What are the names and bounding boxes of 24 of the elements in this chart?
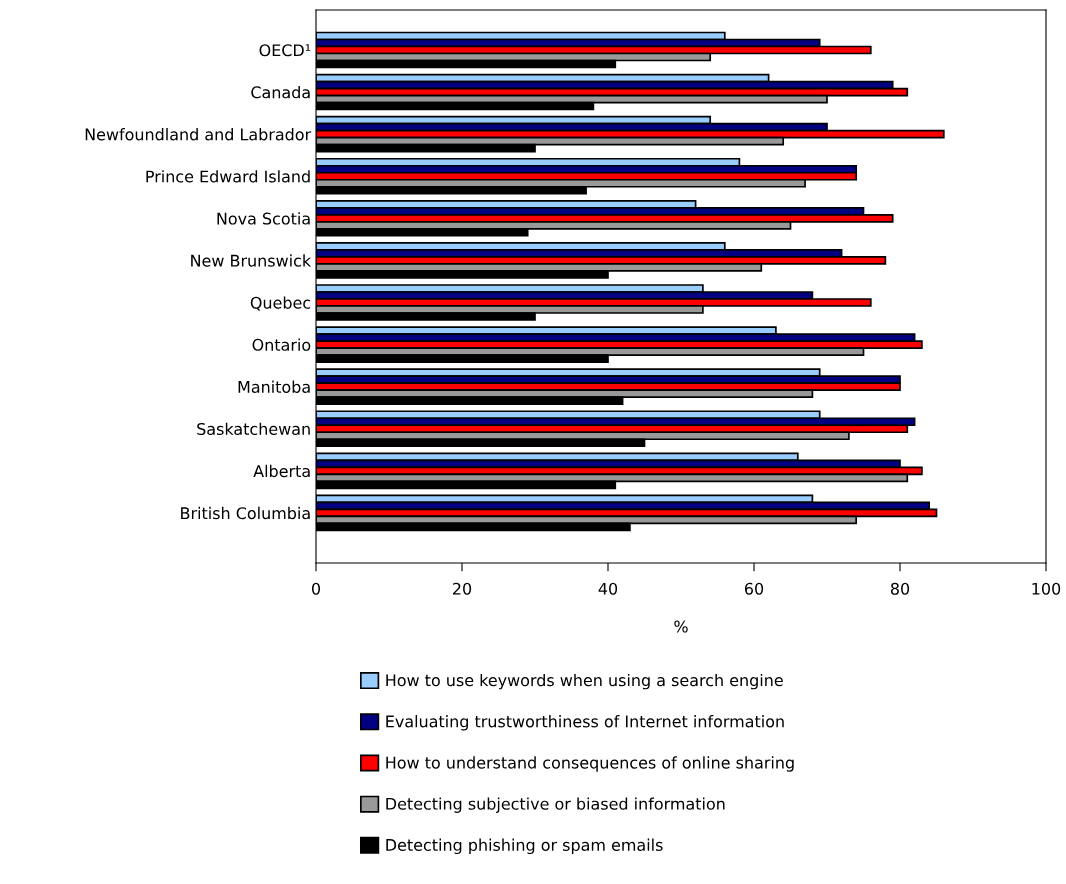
y-tick-label: Quebec — [250, 296, 311, 311]
y-tick-label: Alberta — [253, 464, 310, 478]
y-tick-label: Manitoba — [238, 380, 310, 393]
legend-label: How to use keywords when using a search engine — [386, 673, 783, 690]
y-tick-label: Saskatchewan — [197, 422, 310, 436]
legend-label: Evaluating trustworthiness of Internet information — [386, 715, 784, 731]
legend-label: How to understand consequences of online sharing — [386, 756, 794, 772]
x-tick-label: 100 — [1032, 582, 1061, 595]
legend-label: Detecting phishing or spam emails — [386, 838, 663, 855]
y-tick-label: British Columbia — [181, 506, 310, 520]
legend-label: Detecting subjective or biased information — [386, 797, 725, 813]
y-tick-label: OECD¹ — [259, 44, 311, 57]
x-tick-label: 0 — [311, 582, 321, 595]
y-tick-label: Nova Scotia — [217, 212, 310, 225]
x-tick-label: 40 — [598, 582, 618, 595]
y-tick-label: New Brunswick — [191, 254, 312, 267]
y-tick-label: Prince Edward Island — [146, 170, 310, 183]
x-axis-title: % — [674, 620, 688, 633]
y-tick-label: Newfoundland and Labrador — [85, 128, 312, 141]
x-tick-label: 60 — [744, 582, 764, 595]
y-tick-label: Canada — [251, 86, 310, 99]
x-tick-label: 20 — [453, 582, 472, 595]
x-tick-label: 80 — [890, 582, 910, 595]
y-tick-label: Ontario — [252, 338, 311, 351]
